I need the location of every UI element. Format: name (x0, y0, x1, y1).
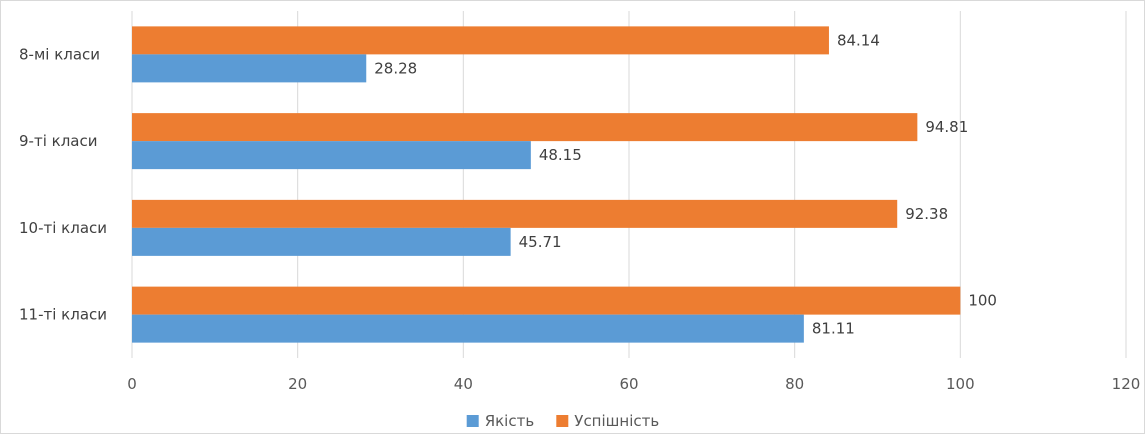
bar-yakist-3 (132, 314, 804, 343)
bar-yakist-0 (132, 54, 367, 83)
bar-uspishnist-0 (132, 26, 829, 55)
x-tick-label-40: 40 (454, 375, 473, 393)
data-labels: 84.14 28.28 94.81 48.15 92.38 45.71 100 81.11 (374, 31, 997, 337)
bar-uspishnist-2 (132, 199, 898, 228)
data-label-yakist-0: 28.28 (374, 59, 417, 77)
data-label-uspishnist-2: 92.38 (905, 205, 948, 223)
x-tick-label-120: 120 (1112, 375, 1141, 393)
data-label-uspishnist-0: 84.14 (837, 31, 880, 49)
category-axis: 8-мі класи 9-ті класи 10-ті класи 11-ті кла… (19, 45, 107, 323)
legend-label-1: Успішність (574, 412, 659, 430)
bar-yakist-2 (132, 227, 511, 256)
x-tick-label-20: 20 (288, 375, 307, 393)
bars (132, 26, 961, 343)
legend-swatch-0 (466, 415, 479, 427)
data-label-yakist-3: 81.11 (812, 320, 855, 338)
category-label-2: 10-ті класи (19, 219, 107, 237)
value-axis: 0 20 40 60 80 100 120 (127, 375, 1140, 393)
category-label-3: 11-ті класи (19, 306, 107, 324)
data-label-uspishnist-1: 94.81 (925, 118, 968, 136)
x-tick-label-60: 60 (619, 375, 638, 393)
x-tick-label-80: 80 (785, 375, 804, 393)
bar-yakist-1 (132, 141, 531, 170)
legend-swatch-1 (556, 415, 569, 427)
bar-uspishnist-3 (132, 286, 961, 315)
data-label-yakist-1: 48.15 (539, 146, 582, 164)
x-tick-label-100: 100 (946, 375, 975, 393)
legend: Якість Успішність (466, 412, 659, 430)
data-label-yakist-2: 45.71 (519, 233, 562, 251)
legend-label-0: Якість (485, 412, 534, 430)
bar-uspishnist-1 (132, 113, 918, 142)
category-label-1: 9-ті класи (19, 132, 97, 150)
x-tick-label-0: 0 (127, 375, 137, 393)
category-label-0: 8-мі класи (19, 45, 100, 63)
data-label-uspishnist-3: 100 (968, 292, 997, 310)
